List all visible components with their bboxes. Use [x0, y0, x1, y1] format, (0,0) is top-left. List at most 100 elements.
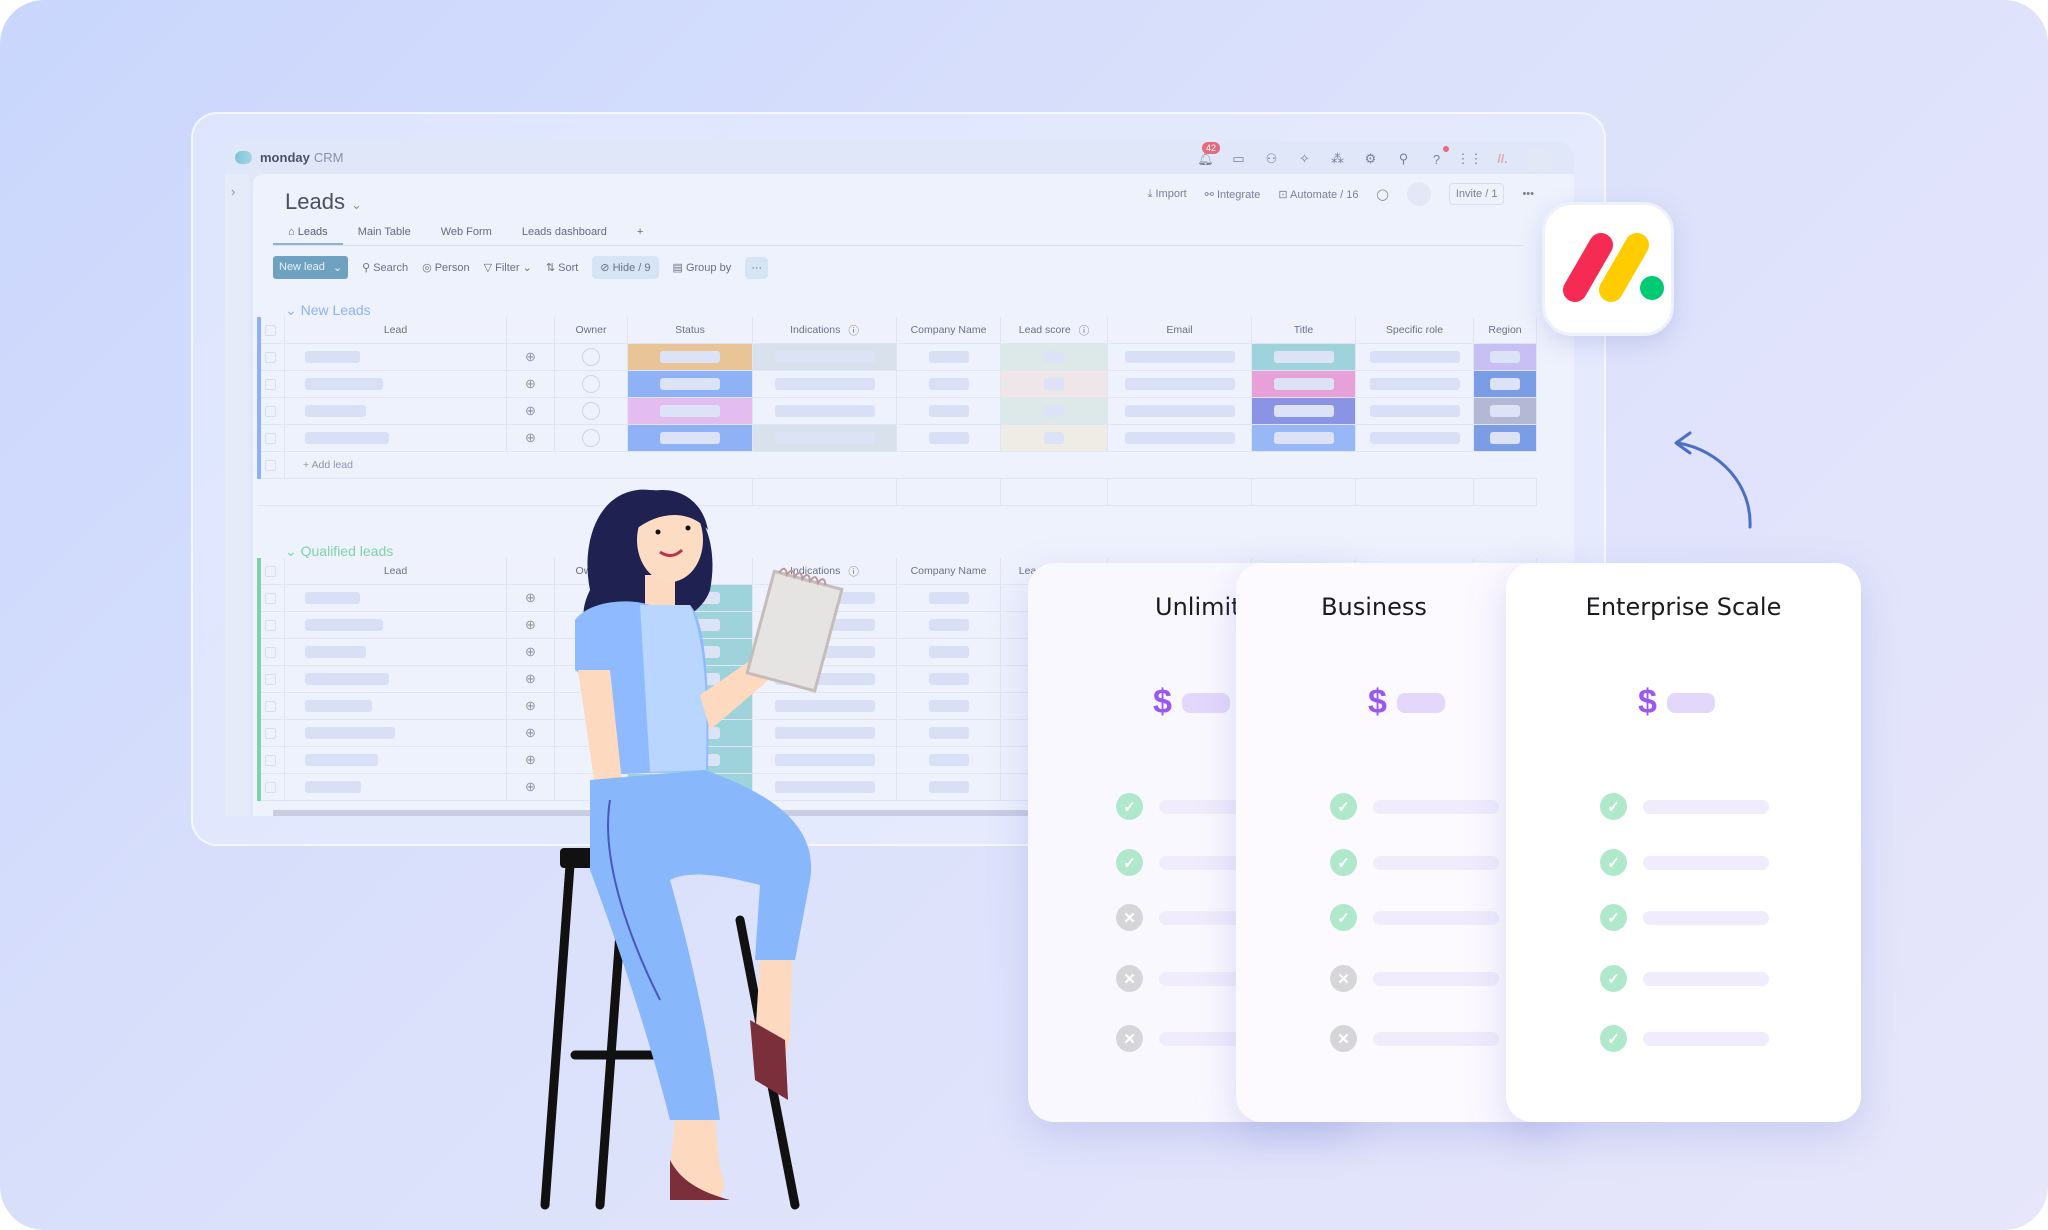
grid-menu-icon[interactable]: ⋮⋮ [1456, 151, 1483, 166]
table-row[interactable]: ⊕ [257, 425, 1537, 452]
column-header[interactable]: Title [1252, 317, 1356, 343]
toolbar-more-button[interactable]: ··· [745, 256, 769, 279]
filter-button[interactable]: ▽ Filter ⌄ [483, 262, 532, 274]
add-update-icon[interactable]: ⊕ [525, 725, 536, 740]
row-checkbox[interactable] [265, 432, 276, 444]
add-view-button[interactable]: + [636, 226, 644, 238]
add-update-icon[interactable]: ⊕ [525, 671, 536, 686]
table-cell[interactable] [257, 666, 285, 692]
bell-icon[interactable]: 🔔︎ 42 [1196, 141, 1221, 169]
person-filter-button[interactable]: ◎ Person [422, 262, 470, 274]
user-avatar[interactable] [1526, 146, 1552, 172]
table-cell[interactable] [555, 398, 628, 424]
add-update-icon[interactable]: ⊕ [525, 430, 536, 445]
add-lead-button[interactable]: + Add lead [303, 459, 353, 471]
table-row[interactable]: ⊕ [257, 398, 1537, 425]
add-update-icon[interactable]: ⊕ [525, 349, 536, 364]
table-cell[interactable]: ⊕ [507, 639, 555, 665]
comment-icon[interactable]: ◯ [1376, 188, 1389, 201]
row-checkbox[interactable] [265, 378, 276, 390]
new-lead-button[interactable]: New lead ⌄ [273, 256, 349, 279]
add-update-icon[interactable]: ⊕ [525, 376, 536, 391]
row-checkbox[interactable] [265, 619, 276, 631]
table-cell[interactable] [555, 425, 628, 451]
table-cell[interactable] [257, 720, 285, 746]
info-icon[interactable]: ⓘ [848, 324, 859, 337]
table-cell[interactable]: ⊕ [507, 344, 555, 370]
owner-avatar-icon[interactable] [582, 375, 600, 393]
sort-button[interactable]: ⇅ Sort [545, 262, 579, 274]
column-header[interactable] [507, 558, 555, 584]
add-lead-row[interactable]: + Add lead [257, 452, 1537, 479]
row-checkbox[interactable] [265, 673, 276, 685]
owner-avatar-icon[interactable] [582, 348, 600, 366]
table-cell[interactable] [257, 425, 285, 451]
group-by-button[interactable]: ▤ Group by [672, 262, 732, 274]
row-checkbox[interactable] [265, 592, 276, 604]
group-title[interactable]: ⌄ Qualified leads [285, 543, 394, 559]
row-checkbox[interactable] [265, 646, 276, 658]
add-update-icon[interactable]: ⊕ [525, 617, 536, 632]
table-cell[interactable] [257, 693, 285, 719]
table-cell[interactable] [555, 371, 628, 397]
invite-member-icon[interactable]: ⚇ [1265, 151, 1278, 166]
apps-icon[interactable]: ✧ [1299, 151, 1310, 166]
table-row[interactable]: ⊕ [257, 371, 1537, 398]
add-update-icon[interactable]: ⊕ [525, 779, 536, 794]
table-cell[interactable] [257, 747, 285, 773]
column-header[interactable]: Lead score ⓘ [1001, 317, 1108, 343]
column-header[interactable]: Lead [285, 317, 507, 343]
select-all-checkbox[interactable] [265, 324, 276, 336]
import-button[interactable]: ⤓ Import [1147, 187, 1187, 200]
table-cell[interactable] [257, 585, 285, 611]
add-update-icon[interactable]: ⊕ [525, 403, 536, 418]
tab-leads[interactable]: ⌂ Leads [273, 222, 343, 245]
table-cell[interactable]: ⊕ [507, 398, 555, 424]
select-all-checkbox[interactable] [265, 565, 276, 577]
row-checkbox[interactable] [265, 781, 276, 793]
table-cell[interactable] [257, 371, 285, 397]
integrations-icon[interactable]: ⁂ [1331, 151, 1344, 166]
table-cell[interactable] [257, 612, 285, 638]
column-header[interactable]: Lead [285, 558, 507, 584]
inbox-icon[interactable]: ▭ [1232, 151, 1245, 166]
more-menu-button[interactable]: ••• [1522, 188, 1534, 200]
column-header[interactable]: Specific role [1356, 317, 1474, 343]
row-checkbox[interactable] [265, 700, 276, 712]
invite-button[interactable]: Invite / 1 [1448, 183, 1505, 205]
tab-leads-dashboard[interactable]: Leads dashboard [521, 226, 607, 238]
automate-button[interactable]: ⊡ Automate / 16 [1278, 188, 1359, 201]
column-header[interactable]: Region [1474, 317, 1537, 343]
row-checkbox[interactable] [265, 727, 276, 739]
table-cell[interactable]: ⊕ [507, 371, 555, 397]
add-update-icon[interactable]: ⊕ [525, 752, 536, 767]
column-header[interactable]: Company Name [897, 317, 1001, 343]
board-title[interactable]: Leads ⌄ [285, 189, 362, 215]
tab-web-form[interactable]: Web Form [440, 226, 492, 238]
table-cell[interactable]: ⊕ [507, 720, 555, 746]
search-icon[interactable]: ⚲ [1398, 151, 1409, 166]
column-header[interactable]: Indications ⓘ [753, 558, 897, 584]
table-cell[interactable]: ⊕ [507, 774, 555, 800]
info-icon[interactable]: ⓘ [848, 565, 859, 578]
info-icon[interactable]: ⓘ [1078, 324, 1090, 337]
column-header[interactable] [507, 317, 555, 343]
table-row[interactable]: ⊕ [257, 344, 1537, 371]
member-avatar[interactable] [1406, 182, 1431, 206]
table-cell[interactable]: ⊕ [507, 425, 555, 451]
table-cell[interactable]: ⊕ [507, 585, 555, 611]
table-cell[interactable] [257, 398, 285, 424]
column-header[interactable]: Email [1108, 317, 1252, 343]
row-checkbox[interactable] [265, 405, 276, 417]
column-header[interactable]: Status [628, 317, 753, 343]
gear-icon[interactable]: ⚙ [1364, 151, 1377, 166]
add-update-icon[interactable]: ⊕ [525, 644, 536, 659]
search-button[interactable]: ⚲ Search [362, 262, 409, 274]
column-header[interactable]: Indications ⓘ [753, 317, 897, 343]
add-update-icon[interactable]: ⊕ [525, 590, 536, 605]
integrate-button[interactable]: ⚯ Integrate [1204, 188, 1261, 201]
table-cell[interactable] [257, 344, 285, 370]
table-cell[interactable]: ⊕ [507, 666, 555, 692]
tab-main-table[interactable]: Main Table [357, 226, 411, 238]
add-update-icon[interactable]: ⊕ [525, 698, 536, 713]
